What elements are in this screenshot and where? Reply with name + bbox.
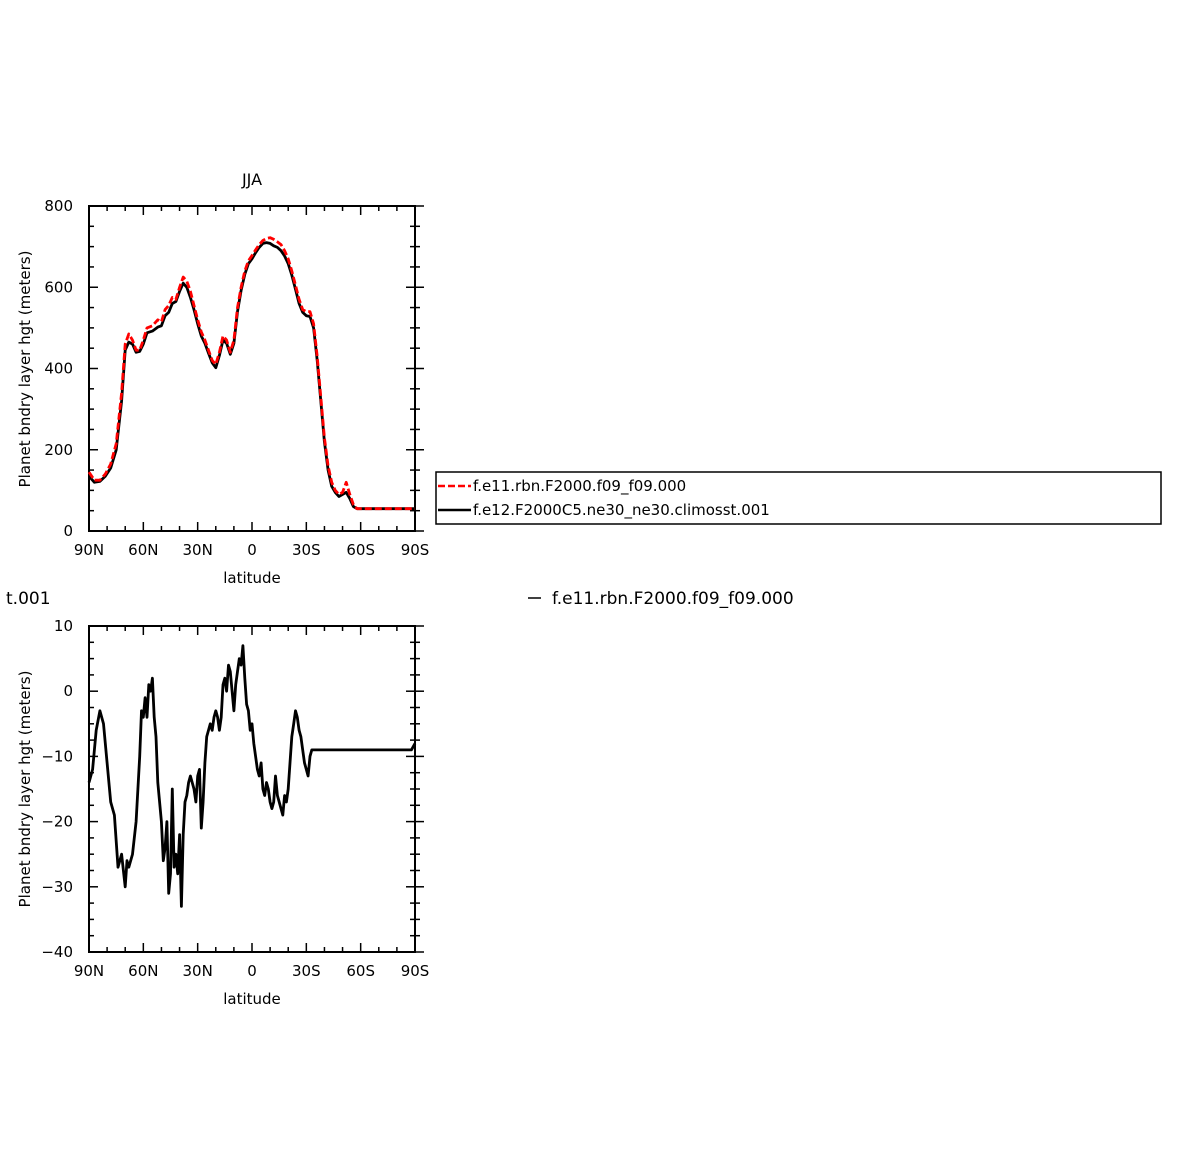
x-tick-label: 90S: [401, 962, 430, 980]
bottom-panel-xlabel: latitude: [223, 990, 281, 1008]
series-line-black: [87, 241, 415, 511]
x-tick-label: 60S: [346, 962, 375, 980]
x-tick-label: 90N: [74, 962, 104, 980]
x-tick-label: 90S: [401, 541, 430, 559]
top-panel-ylabel: Planet bndry layer hgt (meters): [16, 251, 34, 488]
bottom-panel-ylabel: Planet bndry layer hgt (meters): [16, 671, 34, 908]
y-tick-label: 400: [44, 360, 73, 378]
y-tick-label: −30: [41, 878, 73, 896]
bottom-panel-series: [87, 644, 417, 908]
legend: f.e11.rbn.F2000.f09_f09.000 f.e12.F2000C…: [435, 471, 1162, 525]
series-line-red: [87, 236, 415, 511]
x-tick-label: 60S: [346, 541, 375, 559]
top-panel-ticks: 90N 60N 30N 0 30S 60S 90S 0 200 400 600 800: [44, 197, 429, 559]
x-tick-label: 60N: [128, 962, 158, 980]
legend-label-2: f.e12.F2000C5.ne30_ne30.climosst.001: [473, 501, 770, 520]
x-tick-label: 0: [247, 541, 257, 559]
top-panel-xlabel: latitude: [223, 569, 281, 587]
x-tick-label: 60N: [128, 541, 158, 559]
y-tick-label: −40: [41, 943, 73, 961]
y-tick-label: 800: [44, 197, 73, 215]
bottom-panel-title: t.001: [6, 589, 51, 609]
y-tick-label: 0: [63, 682, 73, 700]
bottom-panel-ticks: 90N 60N 30N 0 30S 60S 90S −40 −30 −20 −10 0 10: [41, 617, 429, 980]
top-panel: JJA 90N 60N 30N 0 30S 60S 90S 0 200 400 600 800 lat…: [16, 170, 429, 587]
y-tick-label: 0: [63, 522, 73, 540]
bottom-legend-label: f.e11.rbn.F2000.f09_f09.000: [552, 589, 794, 609]
x-tick-label: 90N: [74, 541, 104, 559]
y-tick-label: 10: [54, 617, 73, 635]
x-tick-label: 30N: [183, 962, 213, 980]
legend-frame: [435, 471, 1162, 525]
legend-label-1: f.e11.rbn.F2000.f09_f09.000: [473, 477, 686, 496]
top-panel-series: [87, 236, 415, 511]
bottom-panel: t.001 f.e11.rbn.F2000.f09_f09.000 90N 60N…: [6, 589, 794, 1008]
top-panel-title: JJA: [241, 170, 262, 189]
y-tick-label: 200: [44, 441, 73, 459]
x-tick-label: 30N: [183, 541, 213, 559]
x-tick-label: 30S: [292, 962, 321, 980]
x-tick-label: 30S: [292, 541, 321, 559]
y-tick-label: −10: [41, 747, 73, 765]
series-line-black: [87, 644, 417, 908]
x-tick-label: 0: [247, 962, 257, 980]
y-tick-label: −20: [41, 813, 73, 831]
y-tick-label: 600: [44, 278, 73, 296]
